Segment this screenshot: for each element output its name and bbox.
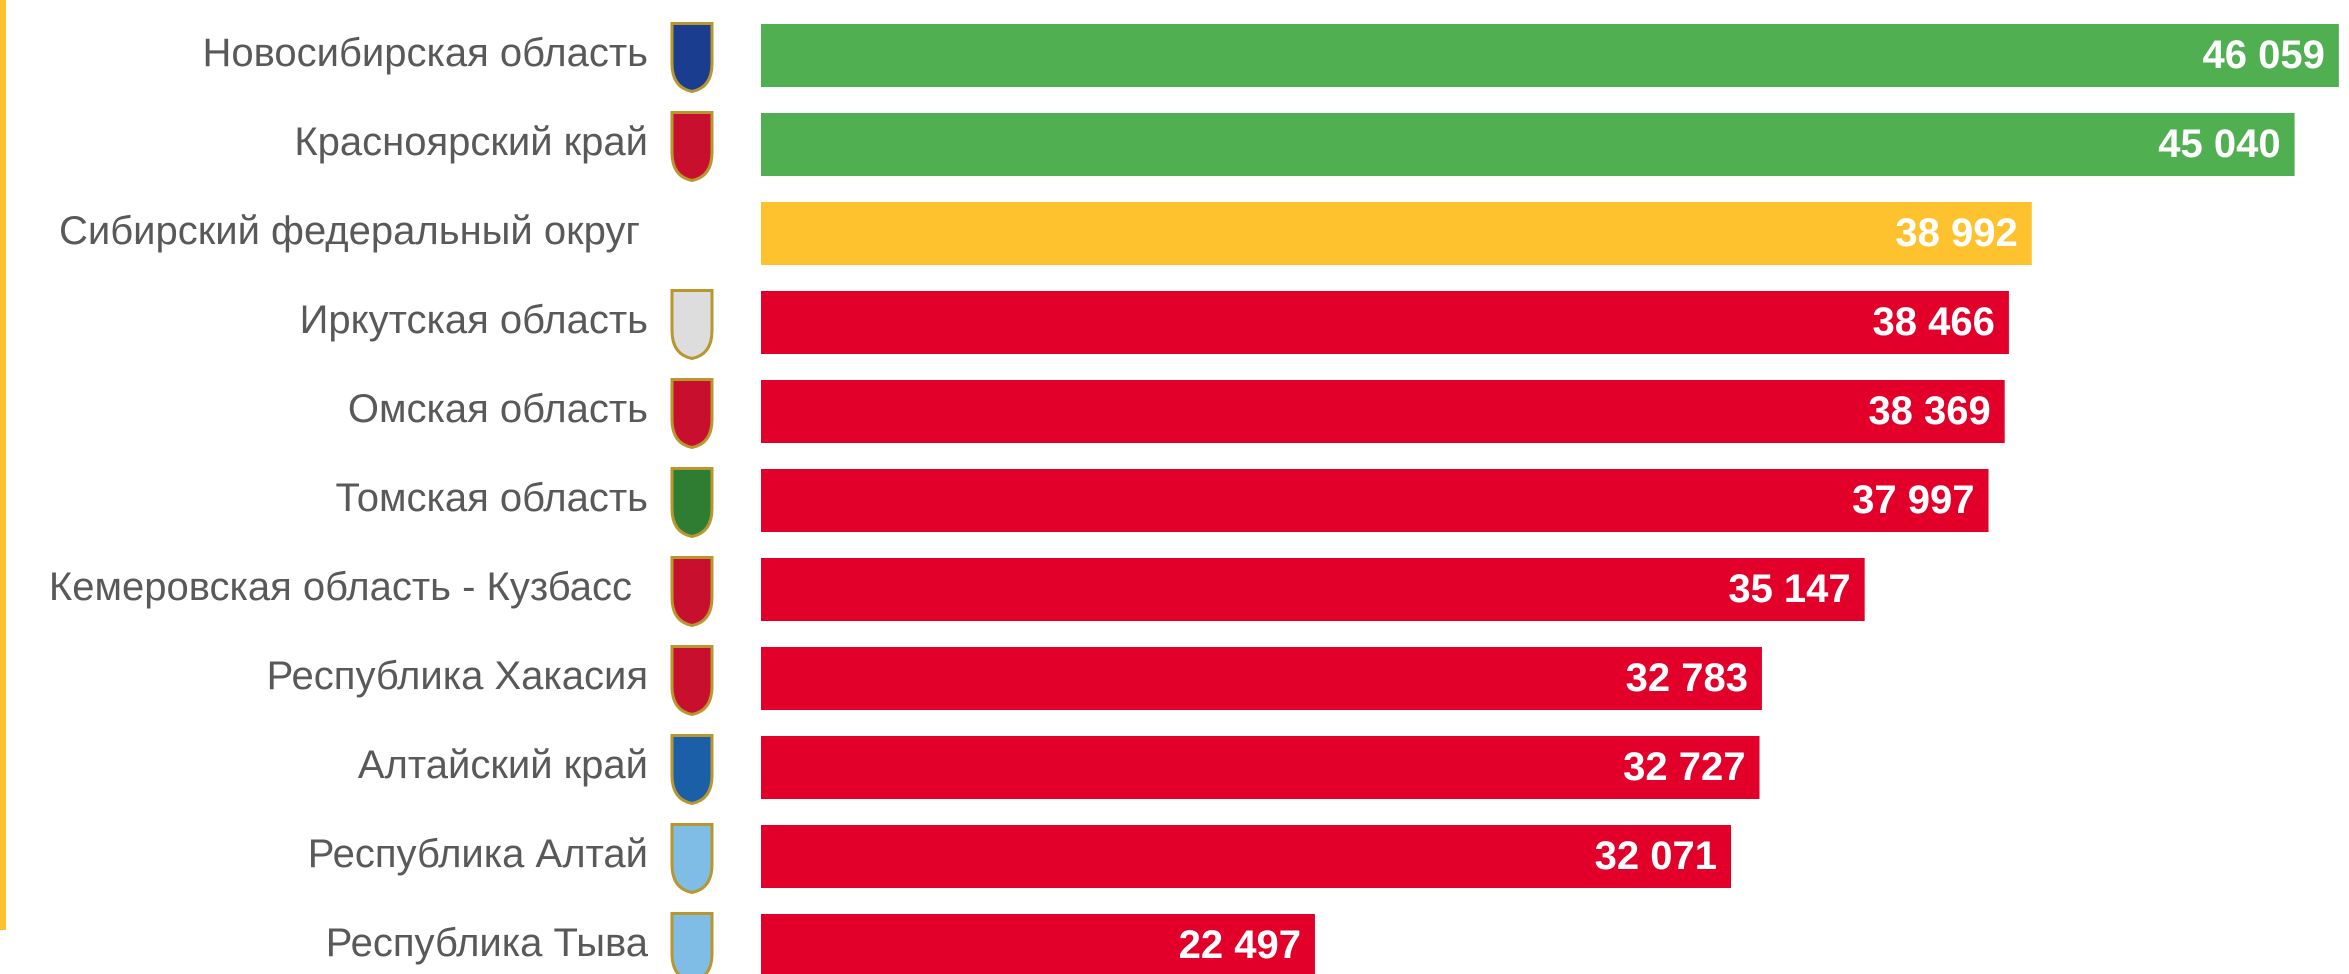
category-label: Республика Тыва bbox=[326, 921, 649, 965]
bar bbox=[761, 202, 2032, 265]
value-label: 46 059 bbox=[2203, 33, 2325, 77]
bar bbox=[761, 914, 1315, 974]
coat-of-arms-icons bbox=[670, 22, 714, 974]
coat-of-arms bbox=[670, 467, 714, 539]
bar bbox=[761, 736, 1760, 799]
category-label: Томская область bbox=[335, 476, 648, 520]
value-label: 38 992 bbox=[1895, 211, 2017, 255]
coat-of-arms bbox=[670, 823, 714, 895]
coat-of-arms bbox=[670, 289, 714, 361]
category-label: Республика Хакасия bbox=[267, 654, 648, 698]
category-label: Омская область bbox=[348, 387, 648, 431]
category-label: Республика Алтай bbox=[308, 832, 648, 876]
bar bbox=[761, 647, 1762, 710]
value-label: 37 997 bbox=[1852, 478, 1974, 522]
coat-of-arms bbox=[670, 556, 714, 628]
bar bbox=[761, 825, 1731, 888]
value-label: 22 497 bbox=[1179, 923, 1301, 967]
value-label: 38 369 bbox=[1868, 389, 1990, 433]
bar bbox=[761, 558, 1865, 621]
bar bbox=[761, 469, 1989, 532]
coat-of-arms bbox=[670, 912, 714, 974]
coat-of-arms bbox=[670, 111, 714, 183]
bar bbox=[761, 291, 2009, 354]
category-label: Алтайский край bbox=[358, 743, 648, 787]
value-label: 35 147 bbox=[1728, 567, 1850, 611]
category-label: Сибирский федеральный округ bbox=[59, 209, 640, 253]
category-label: Новосибирская область bbox=[202, 31, 648, 75]
bar bbox=[761, 113, 2295, 176]
value-label: 45 040 bbox=[2158, 122, 2280, 166]
coat-of-arms bbox=[670, 645, 714, 717]
accent-line bbox=[0, 0, 6, 930]
value-label: 32 071 bbox=[1595, 834, 1717, 878]
category-label: Красноярский край bbox=[294, 120, 648, 164]
bar bbox=[761, 24, 2339, 87]
coat-of-arms bbox=[670, 22, 714, 94]
coat-of-arms bbox=[670, 734, 714, 806]
value-label: 38 466 bbox=[1873, 300, 1995, 344]
category-label: Кемеровская область - Кузбасс bbox=[49, 565, 632, 609]
value-label: 32 783 bbox=[1626, 656, 1748, 700]
coat-of-arms bbox=[670, 378, 714, 450]
category-label: Иркутская область bbox=[300, 298, 648, 342]
bar bbox=[761, 380, 2005, 443]
value-label: 32 727 bbox=[1623, 745, 1745, 789]
